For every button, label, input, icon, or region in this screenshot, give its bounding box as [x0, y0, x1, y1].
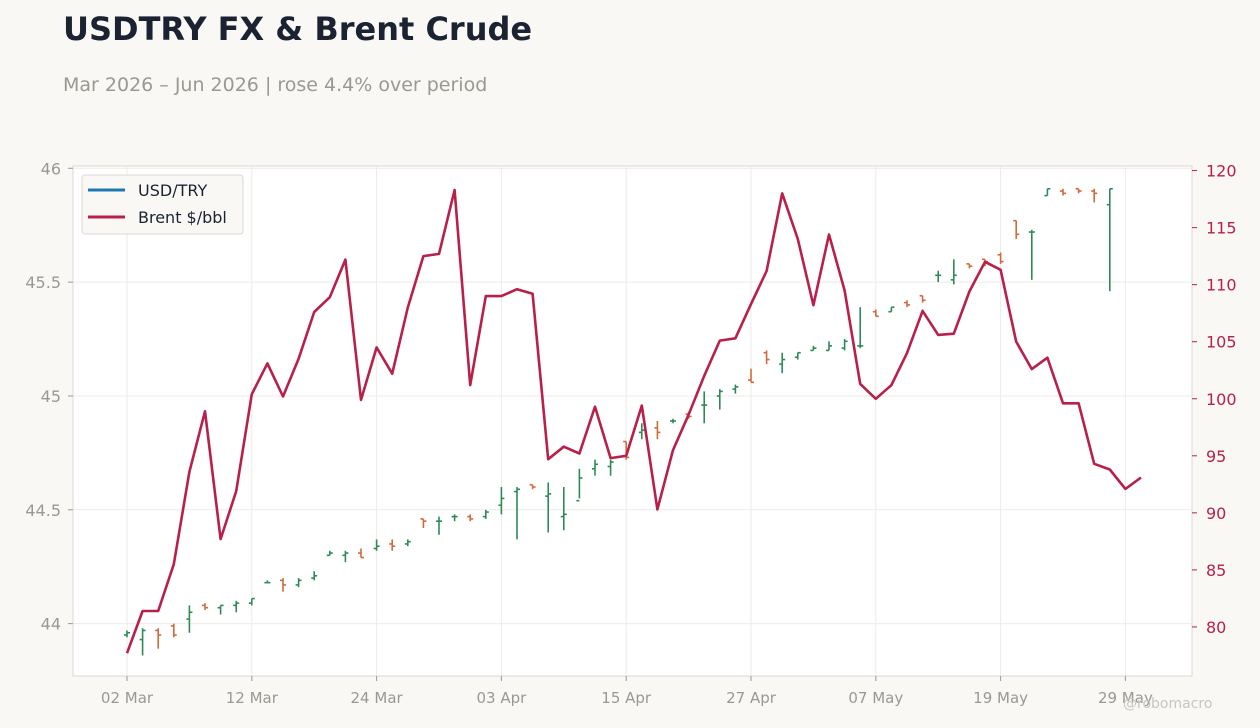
ohlc-bar	[654, 421, 661, 440]
ohlc-bar	[436, 516, 442, 535]
ohlc-bar	[1044, 187, 1051, 197]
x-tick-label: 15 Apr	[601, 689, 652, 707]
ohlc-bar	[857, 307, 864, 349]
ohlc-bar	[420, 518, 427, 529]
ohlc-bar	[810, 345, 817, 352]
x-tick-label: 12 Mar	[226, 689, 279, 707]
ohlc-bar	[186, 605, 193, 633]
ohlc-bar	[763, 350, 770, 365]
x-tick-label: 19 May	[973, 689, 1028, 707]
legend-label-brent: Brent $/bbl	[138, 208, 227, 227]
ohlc-bar	[467, 514, 474, 522]
brent-line	[125, 188, 1142, 654]
y-left-tick-label: 46	[41, 159, 61, 178]
y-left-tick-label: 44	[41, 615, 61, 634]
ohlc-bar	[904, 300, 910, 308]
y-right-tick-label: 115	[1206, 219, 1237, 238]
ohlc-bar	[404, 539, 411, 547]
ohlc-bar	[888, 306, 895, 313]
x-tick-label: 29 May	[1098, 689, 1153, 707]
chart-subtitle: Mar 2026 – Jun 2026 | rose 4.4% over per…	[63, 74, 488, 96]
ohlc-bar	[482, 509, 489, 519]
ohlc-bar	[233, 600, 240, 613]
x-tick-label: 07 May	[848, 689, 903, 707]
ohlc-bar	[779, 352, 786, 374]
ohlc-bar	[280, 578, 286, 592]
x-tick-label: 02 Mar	[101, 689, 154, 707]
x-tick-label: 24 Mar	[351, 689, 404, 707]
ohlc-bar	[966, 263, 973, 269]
ohlc-bar	[217, 604, 224, 615]
ohlc-bar	[872, 309, 879, 318]
y-left-tick-label: 45	[41, 387, 61, 406]
ohlc-bar	[326, 550, 333, 557]
y-right-tick-label: 105	[1206, 333, 1237, 352]
watermark: @robomacro	[1123, 696, 1213, 712]
ohlc-bar	[1060, 188, 1066, 196]
y-right-tick-label: 100	[1206, 390, 1237, 409]
ohlc-bar	[576, 468, 583, 502]
legend: USD/TRY Brent $/bbl	[81, 174, 244, 235]
ohlc-bar	[295, 578, 302, 588]
ohlc-bar	[950, 259, 957, 285]
ohlc-bar	[545, 482, 552, 533]
ohlc-bar	[560, 487, 567, 531]
ohlc-bar	[373, 539, 380, 551]
ohlc-bar	[124, 630, 130, 638]
ohlc-bar	[748, 368, 754, 384]
y-left-tick-label: 44.5	[25, 501, 61, 520]
ohlc-bar	[919, 294, 926, 303]
y-left-tick-label: 45.5	[25, 273, 61, 292]
ohlc-bar	[170, 623, 177, 638]
x-tick-label: 27 Apr	[726, 689, 777, 707]
y-right-tick-label: 85	[1206, 561, 1226, 580]
y-right-tick-label: 95	[1206, 447, 1226, 466]
ohlc-bar	[592, 459, 598, 476]
ohlc-bar	[1013, 219, 1020, 239]
ohlc-bar	[935, 270, 942, 283]
ohlc-bar	[1091, 188, 1098, 203]
y-right-tick-label: 80	[1206, 618, 1226, 637]
y-right-tick-label: 120	[1206, 162, 1237, 181]
ohlc-bar	[514, 487, 520, 540]
ohlc-bar	[248, 597, 255, 606]
ohlc-bar	[155, 628, 162, 649]
ohlc-bar	[139, 628, 146, 656]
ohlc-bar	[1075, 187, 1082, 194]
ohlc-bar	[716, 389, 723, 410]
y-right-tick-label: 90	[1206, 504, 1226, 523]
ohlc-bar	[997, 252, 1004, 264]
ohlc-bar	[732, 384, 739, 394]
ohlc-bar	[607, 459, 614, 476]
ohlc-bar	[1106, 187, 1113, 292]
ohlc-bar	[841, 339, 848, 351]
ohlc-bar	[451, 514, 458, 522]
ohlc-bar	[342, 550, 349, 563]
y-right-tick-label: 110	[1206, 276, 1237, 295]
ohlc-bar	[311, 571, 318, 581]
ohlc-bar	[264, 580, 271, 584]
plot-area	[72, 165, 1193, 677]
ohlc-bar	[498, 487, 505, 515]
ohlc-bar	[529, 483, 536, 490]
ohlc-bar	[389, 539, 396, 551]
ohlc-bar	[794, 351, 801, 360]
ohlc-bar	[670, 418, 676, 424]
ohlc-bar	[701, 391, 708, 424]
ohlc-bar	[202, 603, 208, 610]
ohlc-bar	[1028, 229, 1035, 280]
legend-label-usdtry: USD/TRY	[138, 181, 207, 200]
x-tick-label: 03 Apr	[476, 689, 527, 707]
ohlc-bar	[826, 341, 832, 352]
ohlc-bar	[358, 548, 364, 559]
chart-title: USDTRY FX & Brent Crude	[63, 10, 533, 48]
